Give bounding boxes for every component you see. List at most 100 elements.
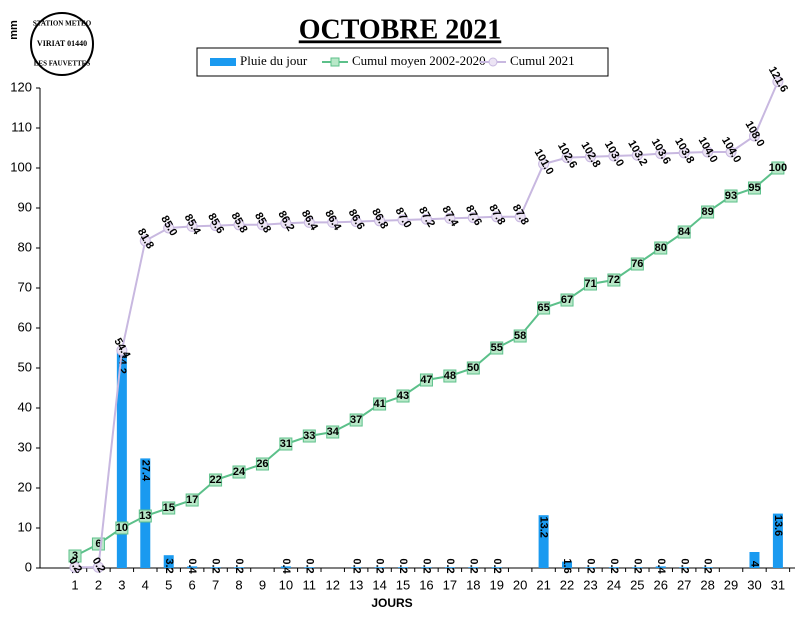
marker [443,369,457,383]
marker [185,493,199,507]
data-label: 3 [72,550,78,562]
x-tick-label: 15 [396,577,410,592]
data-label: 33 [303,430,315,442]
data-label: 13 [139,510,151,522]
data-label: 102.8 [578,140,602,170]
marker [701,205,715,219]
marker [725,146,737,158]
data-label: 67 [561,294,573,306]
marker [677,225,691,239]
marker [186,220,198,232]
x-tick-label: 21 [536,577,550,592]
marker [280,217,292,229]
y-tick-label: 100 [10,159,32,174]
data-label: 103.0 [602,139,626,169]
x-tick-label: 1 [71,577,78,592]
marker [256,219,268,231]
data-label: 71 [584,278,596,290]
data-label: 87.2 [416,205,437,230]
x-tick-label: 5 [165,577,172,592]
bar-label: 0.2 [421,558,433,573]
bar-label: 27.4 [139,460,151,482]
data-label: 87.8 [486,202,507,227]
marker [631,149,643,161]
data-label: 54.4 [111,336,133,361]
x-tick-label: 13 [349,577,363,592]
data-label: 85.4 [182,212,204,237]
bar-label: 0.4 [280,558,292,574]
data-label: 80 [655,242,667,254]
x-tick-label: 23 [583,577,597,592]
bar [351,567,362,568]
x-tick-label: 28 [700,577,714,592]
marker [748,130,760,142]
data-label: 103.6 [649,137,673,167]
data-label: 48 [444,370,456,382]
marker [538,158,550,170]
marker [116,344,128,356]
x-tick-label: 11 [303,577,317,592]
y-axis-label: mm [8,20,20,40]
data-label: 103.8 [672,136,696,166]
data-label: 87.6 [463,203,484,228]
y-tick-label: 110 [11,119,32,134]
marker [583,277,597,291]
legend-label: Pluie du jour [240,53,308,68]
x-tick-label: 19 [490,577,504,592]
data-label: 103.2 [625,138,649,168]
x-tick-label: 6 [189,577,196,592]
marker [466,361,480,375]
y-tick-label: 50 [18,359,32,374]
data-label: 0.2 [89,556,107,575]
bar [538,515,549,568]
data-label: 17 [186,494,198,506]
bar-label: 0.2 [585,558,597,573]
marker [513,329,527,343]
bar-label: 0.2 [210,558,222,573]
y-tick-label: 60 [18,319,32,334]
marker [678,147,690,159]
bar-label: 0.2 [374,558,386,573]
bar-label: 0.2 [491,558,503,573]
data-label: 87.8 [510,202,531,227]
marker [210,220,222,232]
marker [444,212,456,224]
data-label: 104.0 [696,135,720,165]
data-label: 86.4 [299,208,321,233]
bar-label: 4 [749,561,761,568]
marker [233,219,245,231]
x-tick-label: 10 [279,577,293,592]
bar-label: 0.4 [655,558,667,574]
data-label: 43 [397,390,409,402]
bar [304,567,315,568]
marker [724,189,738,203]
bar [655,566,666,568]
x-tick-label: 30 [747,577,761,592]
bar-label: 13.2 [538,516,550,537]
marker [349,413,363,427]
marker [561,152,573,164]
line [75,81,779,569]
data-label: 84 [678,226,691,238]
data-label: 86.6 [346,207,367,232]
x-tick-label: 9 [259,577,266,592]
data-label: 37 [350,414,362,426]
logo-text: LES FAUVETTES [34,60,91,68]
bar-label: 0.2 [608,558,620,573]
marker [209,473,223,487]
marker [374,215,386,227]
data-label: 104.0 [719,135,743,165]
legend-swatch [210,58,236,66]
y-tick-label: 90 [18,199,32,214]
data-label: 26 [256,458,268,470]
data-label: 85.0 [158,214,179,239]
bar [234,567,245,568]
marker [747,181,761,195]
x-tick-label: 25 [630,577,644,592]
marker [419,373,433,387]
x-tick-label: 22 [560,577,574,592]
data-label: 65 [537,302,549,314]
marker [654,241,668,255]
data-label: 86.8 [369,206,390,231]
bar [702,567,713,568]
